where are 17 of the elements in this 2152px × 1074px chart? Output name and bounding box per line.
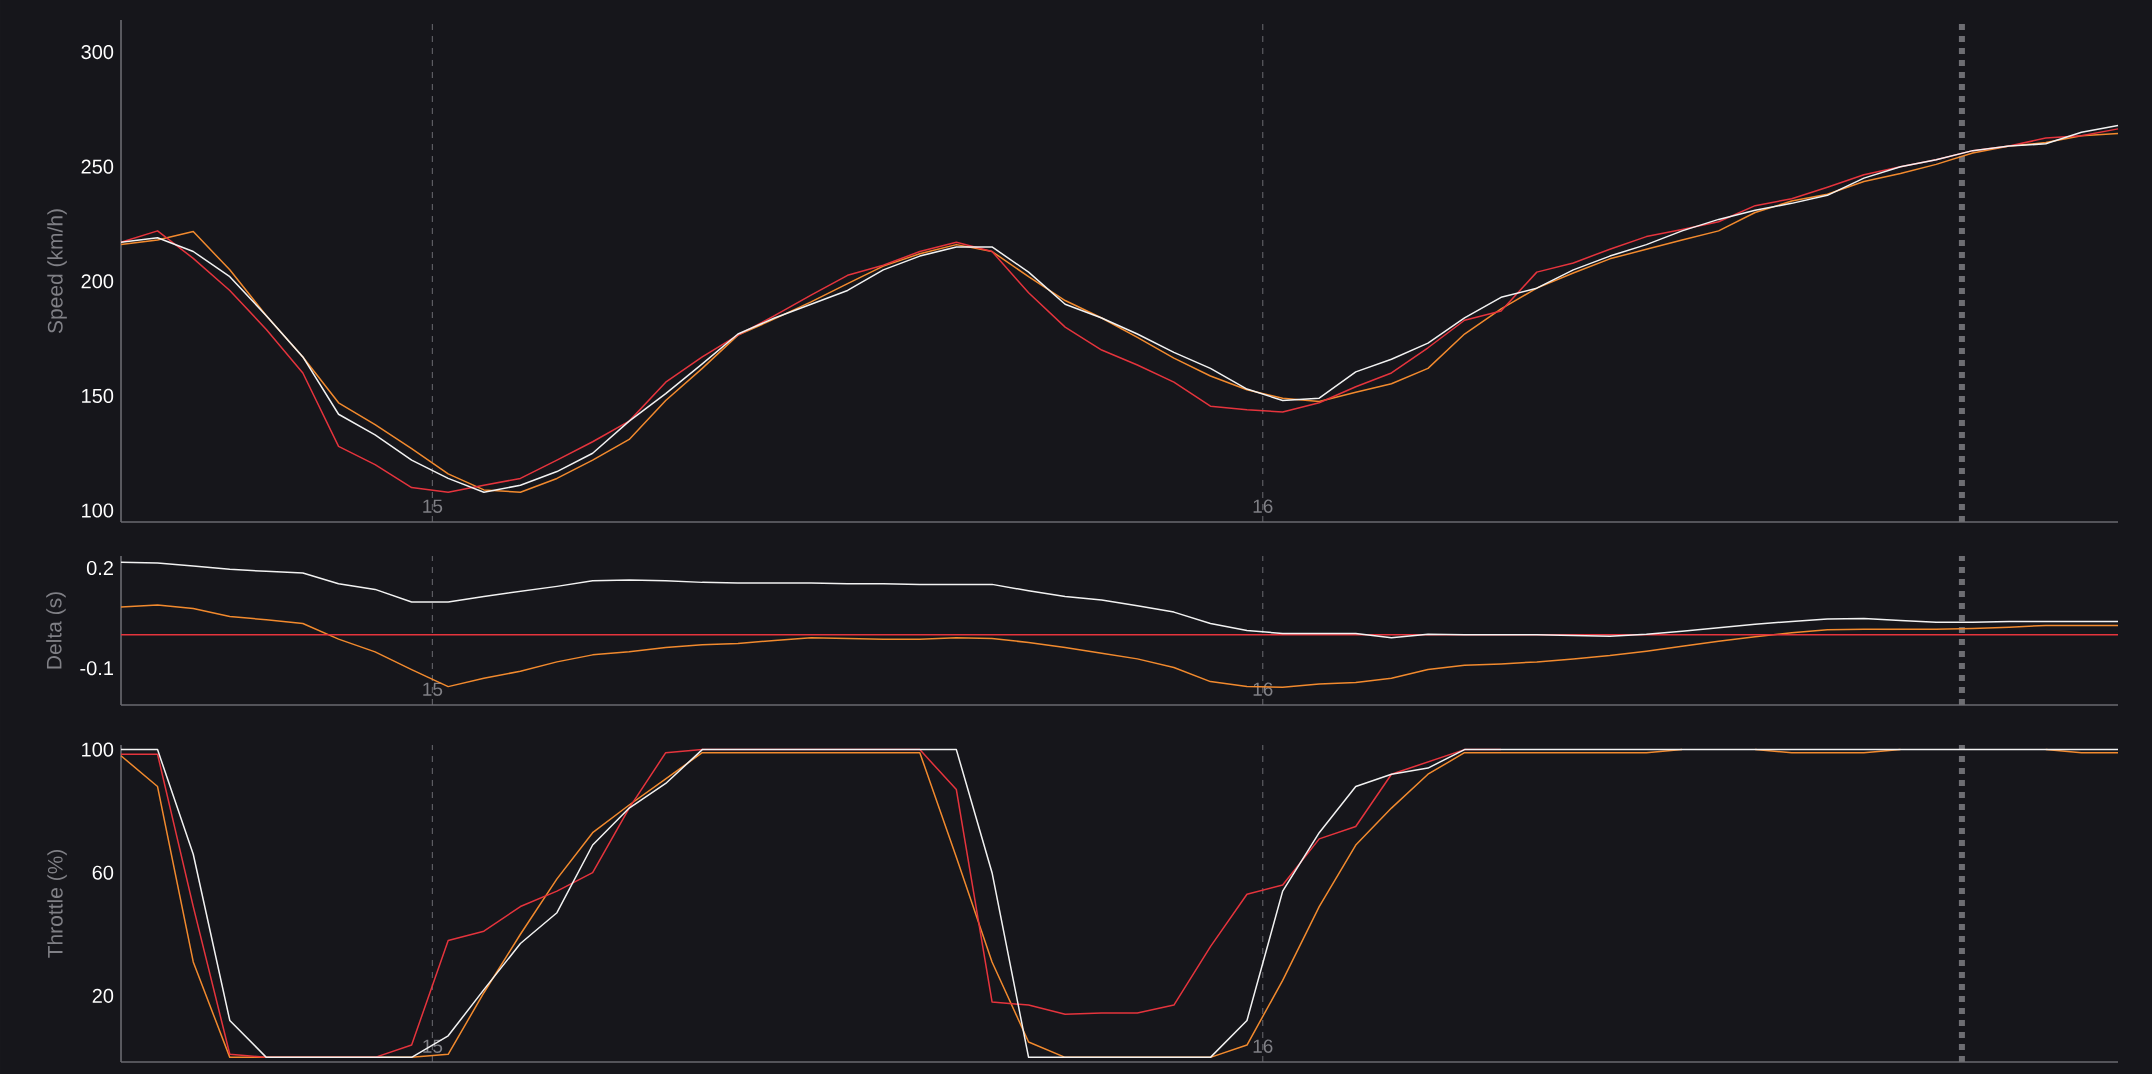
- x-tick-label: 16: [1253, 1039, 1273, 1053]
- y-axis-title: Throttle (%): [47, 849, 67, 958]
- x-tick-label: 15: [423, 682, 443, 696]
- y-tick-label: -0.1: [80, 661, 113, 676]
- y-axis-title: Delta (s): [46, 592, 66, 669]
- y-tick-label: 60: [92, 865, 114, 880]
- y-tick-label: 150: [82, 388, 114, 403]
- y-tick-label: 20: [92, 988, 114, 1003]
- y-tick-label: 100: [82, 503, 114, 518]
- y-tick-label: 100: [82, 742, 114, 757]
- x-tick-label: 16: [1253, 499, 1273, 513]
- y-tick-label: 200: [81, 274, 114, 289]
- y-tick-label: 300: [81, 45, 114, 60]
- y-axis-title: Speed (km/h): [47, 209, 67, 334]
- y-tick-label: 250: [81, 159, 114, 174]
- x-tick-label: 15: [423, 499, 443, 513]
- y-tick-label: 0.2: [86, 560, 113, 576]
